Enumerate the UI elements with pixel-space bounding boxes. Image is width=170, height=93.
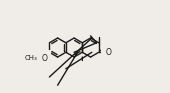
Text: CH₃: CH₃ xyxy=(24,55,37,61)
Text: O: O xyxy=(41,54,47,63)
Text: O: O xyxy=(105,48,111,57)
